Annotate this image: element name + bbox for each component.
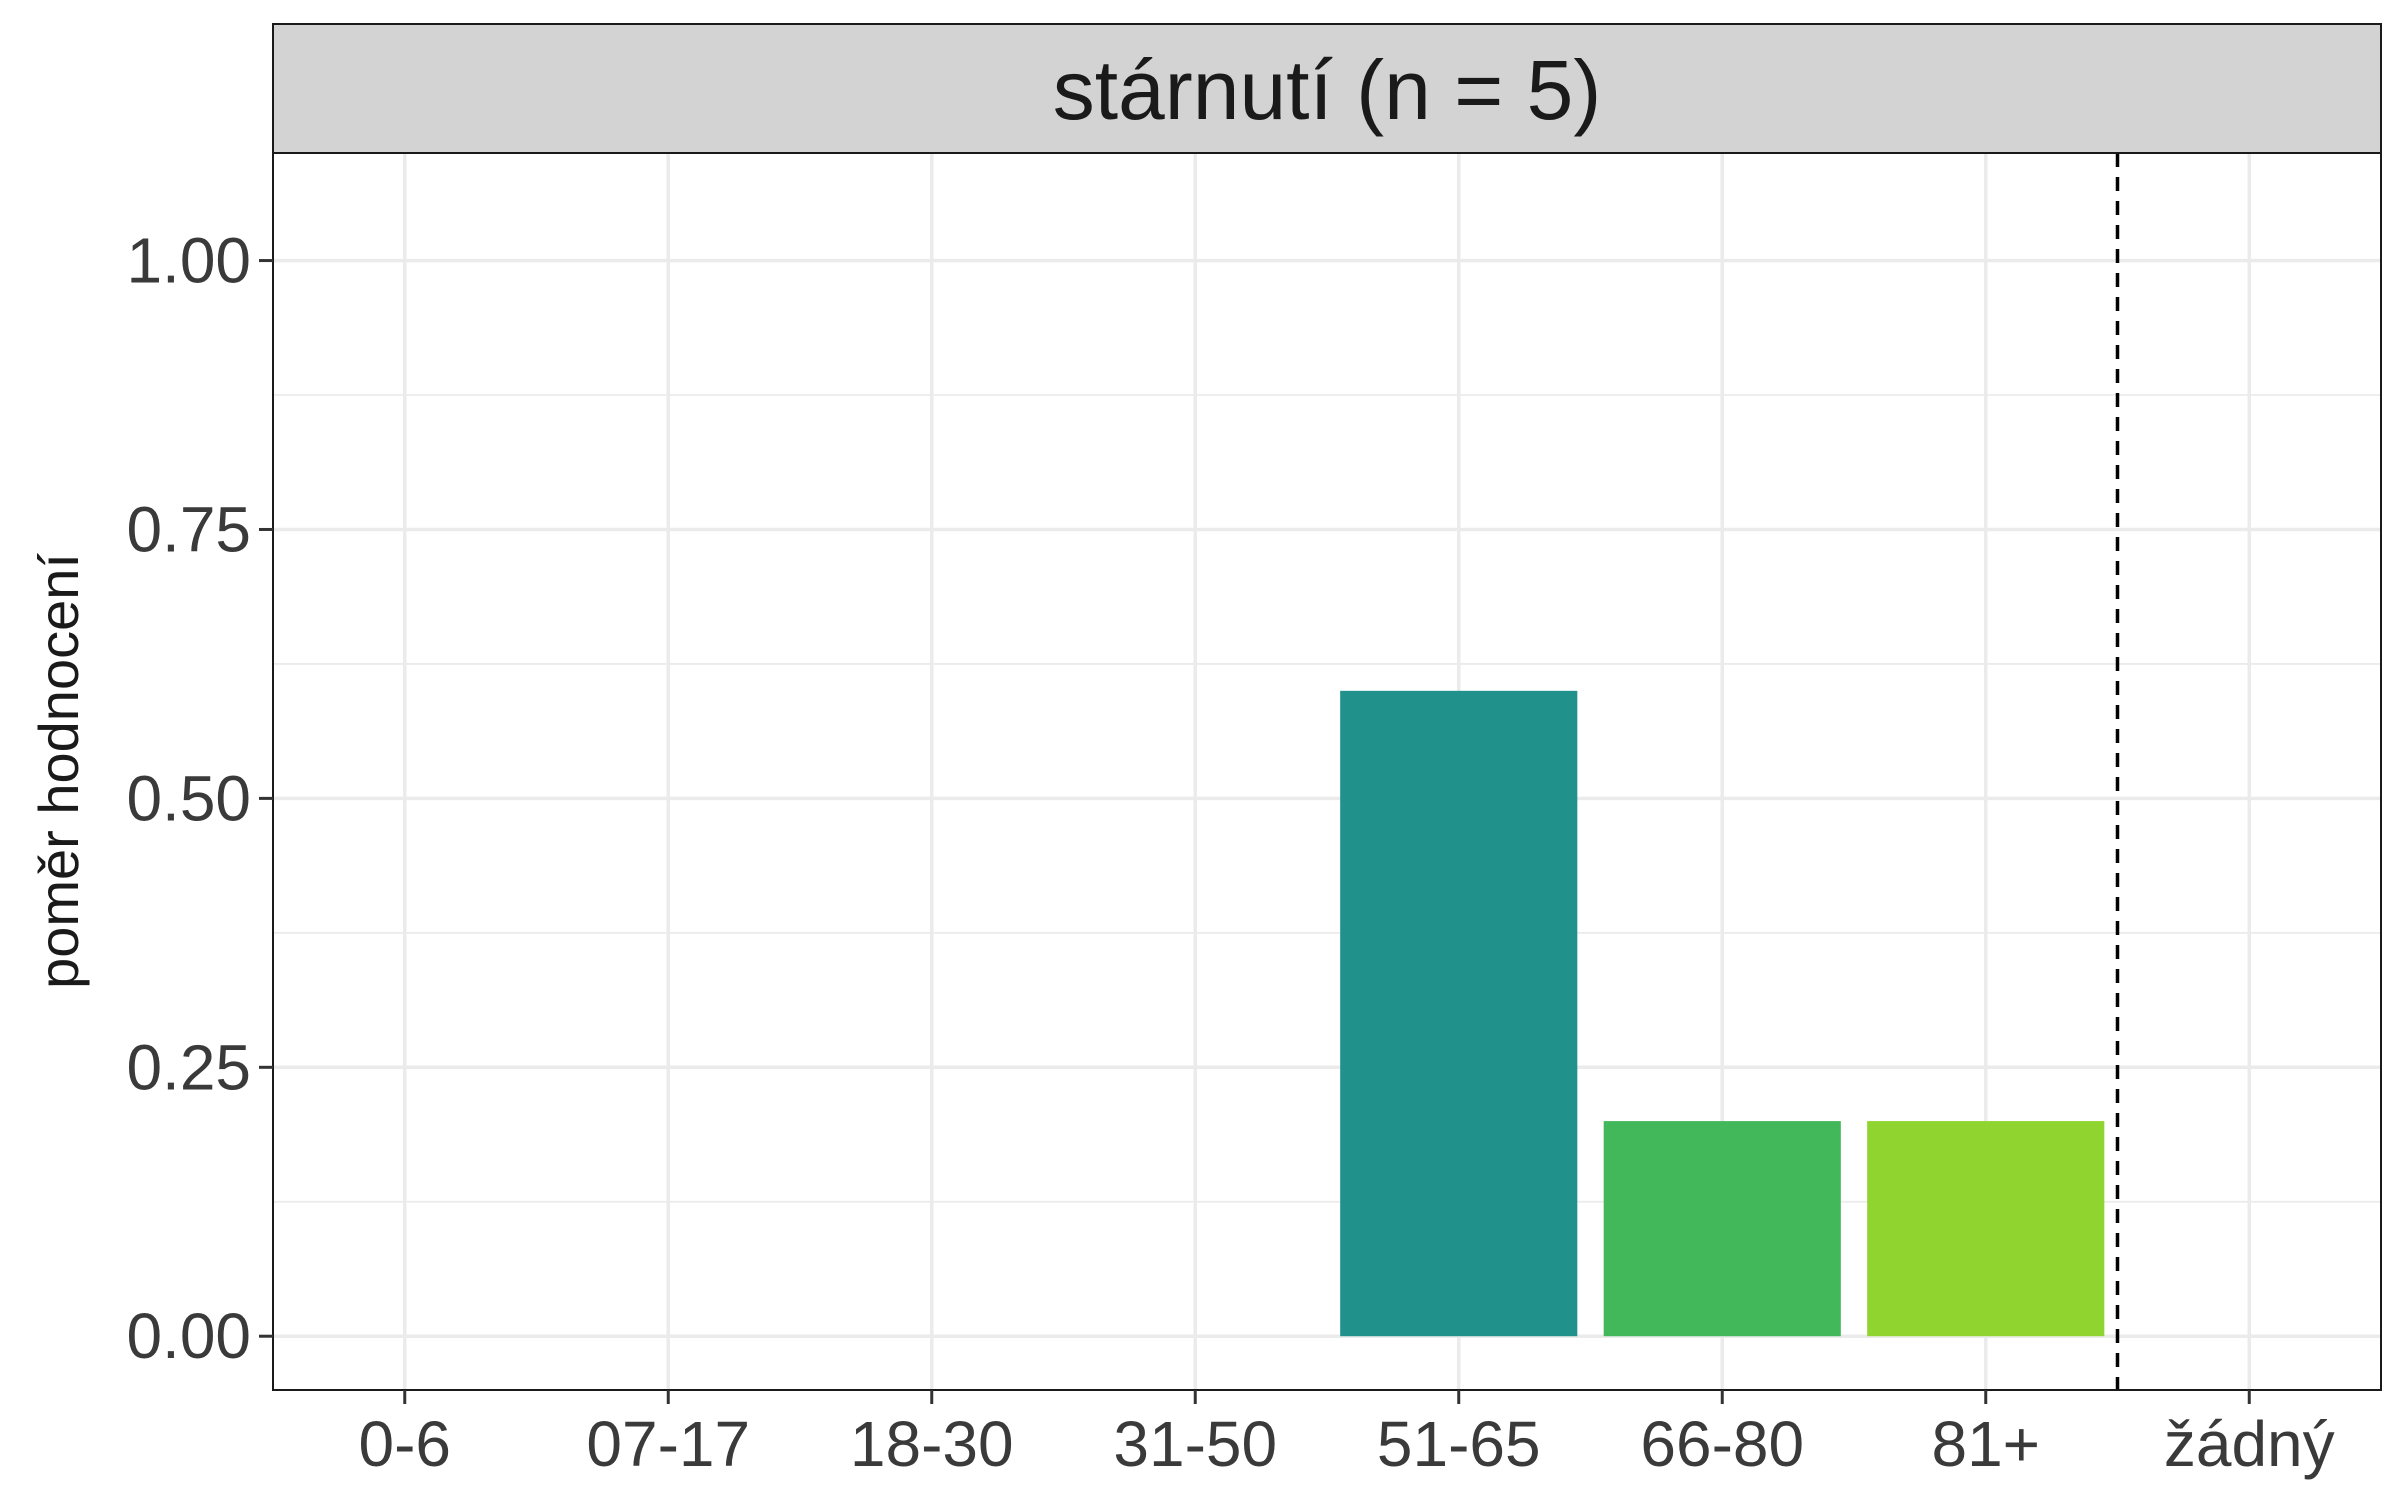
x-tick-label: žádný (2164, 1408, 2335, 1480)
plot-panel-border (272, 152, 2382, 1391)
x-tick-label: 66-80 (1640, 1408, 1804, 1480)
grid-lines (273, 153, 2381, 1390)
bars (1340, 690, 2105, 1337)
y-tick-label: 0.00 (126, 1300, 251, 1372)
bar-81+ (1867, 1121, 2105, 1337)
y-tick-label: 0.75 (126, 493, 251, 565)
x-tick-label: 0-6 (359, 1408, 452, 1480)
bar-66-80 (1603, 1121, 1841, 1337)
facet-title: stárnutí (n = 5) (1053, 43, 1602, 137)
bar-51-65 (1340, 690, 1578, 1337)
y-axis-label: poměr hodnocení (27, 553, 90, 989)
x-tick-label: 51-65 (1377, 1408, 1541, 1480)
x-axis: 0-6 07-17 18-30 31-50 51-65 66-80 81+ žádný (359, 1390, 2335, 1480)
y-tick-label: 0.50 (126, 762, 251, 834)
x-tick-label: 18-30 (850, 1408, 1014, 1480)
facet-strip (272, 23, 2382, 154)
y-axis: 0.00 0.25 0.50 0.75 1.00 (126, 225, 273, 1372)
y-tick-label: 0.25 (126, 1031, 251, 1103)
y-tick-label: 1.00 (126, 225, 251, 297)
x-tick-label: 07-17 (586, 1408, 750, 1480)
x-tick-label: 81+ (1931, 1408, 2040, 1480)
x-tick-label: 31-50 (1113, 1408, 1277, 1480)
